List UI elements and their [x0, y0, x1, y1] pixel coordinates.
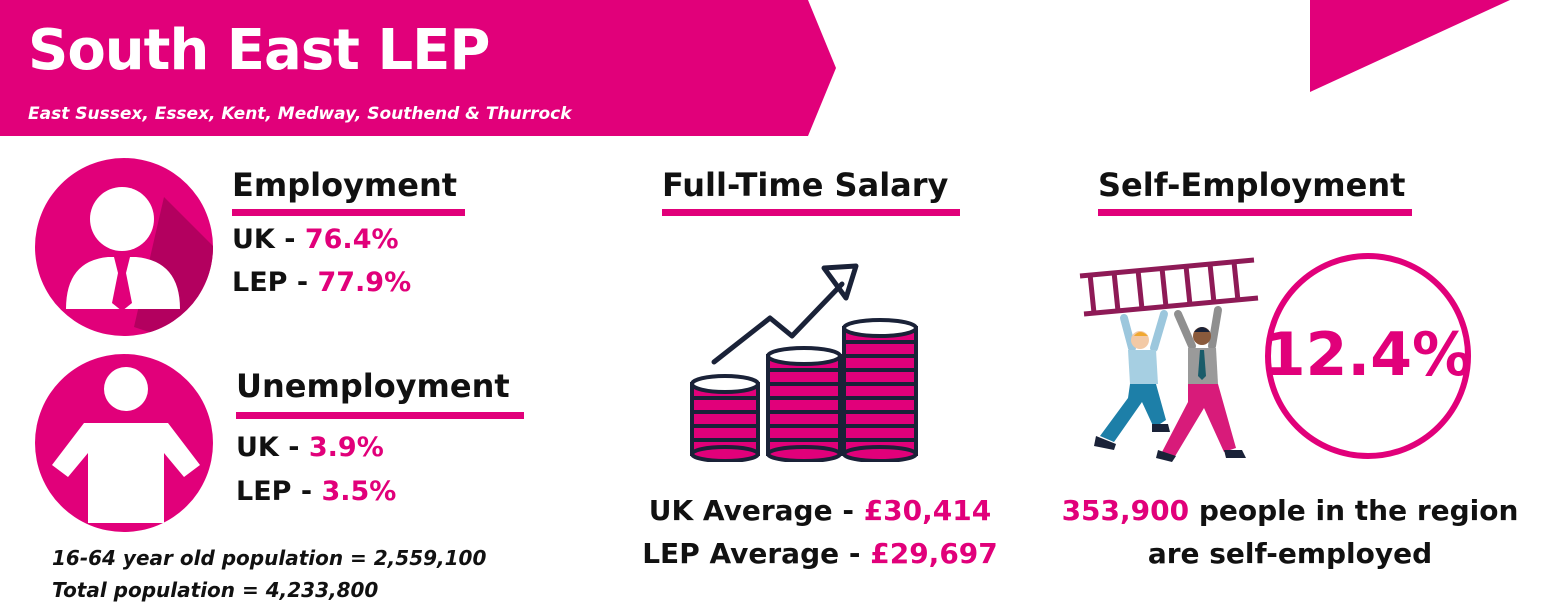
- self-employment-percent-ring: [1265, 253, 1471, 459]
- unemployment-uk-value: 3.9%: [308, 432, 384, 463]
- employment-lep-stat: LEP - 77.9%: [232, 267, 411, 298]
- unemployment-lep-value: 3.5%: [321, 476, 397, 507]
- total-population: Total population = 4,233,800: [52, 578, 379, 602]
- self-employment-percent: 12.4%: [1263, 320, 1473, 390]
- salary-lep-stat: LEP Average - £29,697: [620, 537, 1020, 570]
- employment-heading: Employment: [232, 166, 458, 204]
- page-subtitle: East Sussex, Essex, Kent, Medway, Southe…: [28, 104, 572, 124]
- self-employment-line1-text: people in the region: [1189, 494, 1519, 527]
- person-arms-out-icon: [35, 354, 213, 532]
- employment-uk-label: UK -: [232, 224, 305, 255]
- employment-uk-stat: UK - 76.4%: [232, 224, 399, 255]
- employment-underline: [232, 209, 465, 216]
- self-employment-heading: Self-Employment: [1098, 166, 1406, 204]
- self-employment-count-line: 353,900 people in the region: [1060, 494, 1520, 527]
- salary-lep-value: £29,697: [870, 537, 998, 570]
- salary-uk-stat: UK Average - £30,414: [620, 494, 1020, 527]
- salary-lep-label: LEP Average -: [642, 537, 871, 570]
- decorative-triangle: [1310, 0, 1510, 92]
- unemployment-heading: Unemployment: [236, 367, 510, 405]
- salary-underline: [662, 209, 960, 216]
- unemployment-uk-label: UK -: [236, 432, 309, 463]
- header-banner: [0, 0, 836, 136]
- coins-growth-icon: [690, 263, 918, 462]
- employment-uk-value: 76.4%: [304, 224, 399, 255]
- unemployment-lep-label: LEP -: [236, 476, 322, 507]
- page-title: South East LEP: [28, 18, 490, 83]
- unemployment-lep-stat: LEP - 3.5%: [236, 476, 396, 507]
- ladder-people-icon: [1079, 257, 1259, 462]
- salary-uk-label: UK Average -: [648, 494, 864, 527]
- salary-uk-value: £30,414: [863, 494, 992, 527]
- self-employment-count: 353,900: [1061, 494, 1190, 527]
- employment-lep-label: LEP -: [232, 267, 318, 298]
- person-with-tie-icon: [35, 158, 213, 336]
- working-age-population: 16-64 year old population = 2,559,100: [52, 546, 487, 570]
- salary-heading: Full-Time Salary: [662, 166, 949, 204]
- unemployment-underline: [236, 412, 524, 419]
- unemployment-uk-stat: UK - 3.9%: [236, 432, 384, 463]
- employment-lep-value: 77.9%: [317, 267, 412, 298]
- self-employment-line2: are self-employed: [1147, 537, 1433, 570]
- self-employment-underline: [1098, 209, 1412, 216]
